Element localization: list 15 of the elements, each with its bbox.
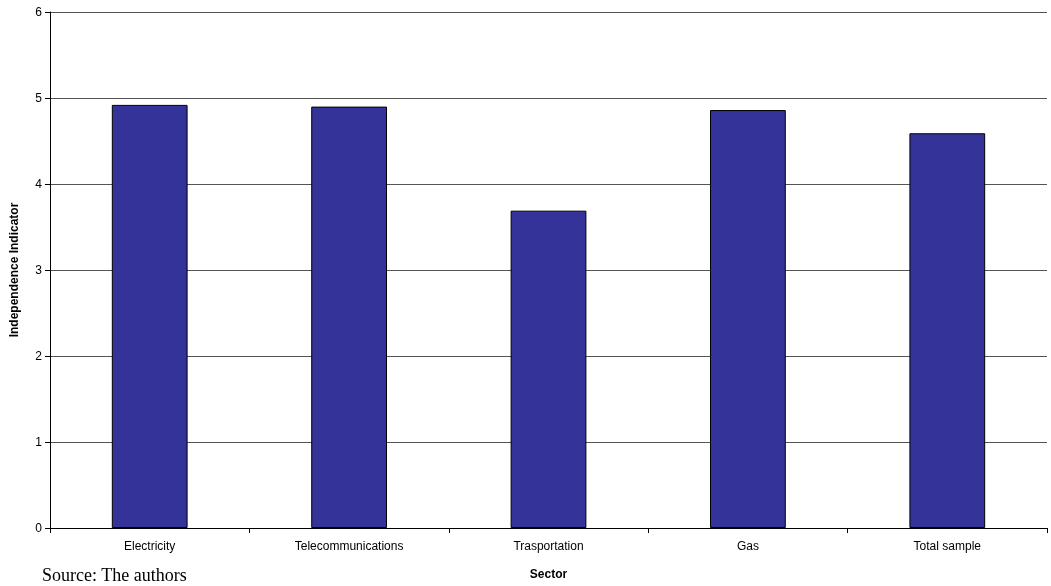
y-tick-label: 6 — [35, 5, 43, 19]
y-tick-label: 5 — [35, 91, 43, 105]
x-tick-label: Electricity — [124, 539, 176, 553]
y-tick-label: 2 — [35, 349, 43, 363]
y-tick-label: 3 — [35, 263, 43, 277]
y-axis-title: Independence Indicator — [7, 202, 21, 338]
y-tick-label: 0 — [35, 521, 43, 535]
x-tick-label: Total sample — [913, 539, 982, 553]
y-tick-label: 1 — [35, 435, 43, 449]
x-axis-title: Sector — [529, 567, 568, 581]
source-note: Source: The authors — [42, 565, 187, 585]
y-tick-label: 4 — [35, 177, 43, 191]
x-tick-label: Telecommunications — [294, 539, 404, 553]
x-tick-label: Gas — [736, 539, 759, 553]
x-tick-label: Trasportation — [513, 539, 584, 553]
